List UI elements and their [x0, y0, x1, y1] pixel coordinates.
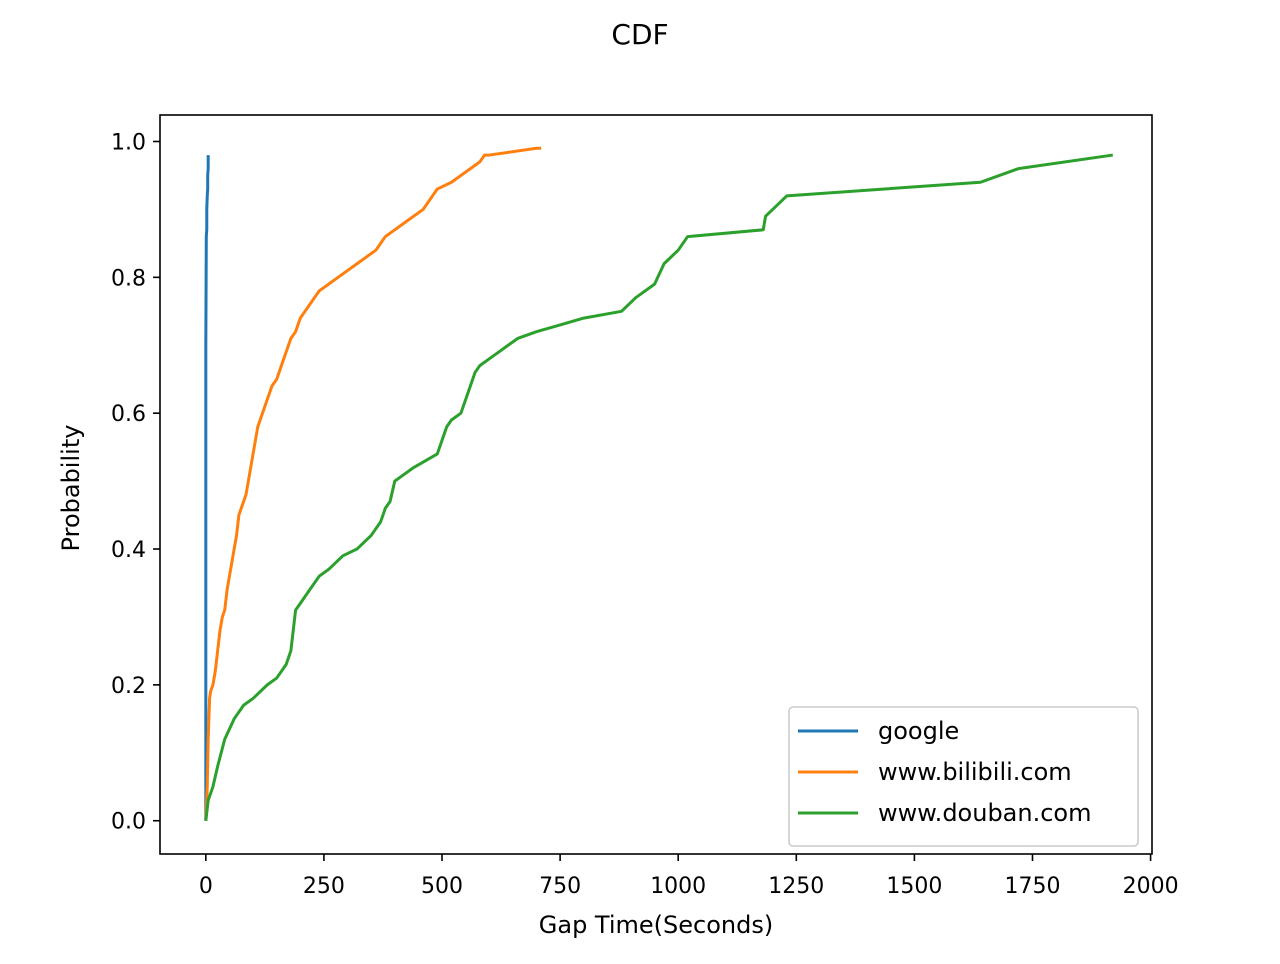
y-tick-label: 0.2 — [111, 674, 146, 699]
x-tick-label: 1500 — [886, 874, 942, 899]
y-tick-label: 1.0 — [111, 130, 146, 155]
y-tick-label: 0.4 — [111, 538, 146, 563]
x-tick-label: 1000 — [650, 874, 706, 899]
x-tick-label: 500 — [421, 874, 463, 899]
y-axis-ticks: 0.0 0.2 0.4 0.6 0.8 1.0 — [111, 130, 160, 835]
x-tick-label: 750 — [539, 874, 581, 899]
series-line-1 — [204, 146, 542, 821]
series-line-2 — [204, 153, 1114, 821]
plot-frame — [159, 114, 1153, 855]
x-tick-label: 0 — [199, 874, 213, 899]
x-tick-label: 1250 — [768, 874, 824, 899]
legend-box — [788, 706, 1139, 847]
legend-label: www.douban.com — [878, 799, 1091, 827]
y-axis-label: Probability — [57, 425, 85, 552]
legend-label: google — [878, 717, 959, 745]
x-tick-label: 2000 — [1123, 874, 1179, 899]
legend-label: www.bilibili.com — [878, 758, 1072, 786]
series-line-0 — [204, 155, 210, 821]
x-axis-label: Gap Time(Seconds) — [539, 911, 773, 939]
y-tick-label: 0.8 — [111, 266, 146, 291]
y-tick-label: 0.6 — [111, 402, 146, 427]
y-tick-label: 0.0 — [111, 810, 146, 835]
chart-title: CDF — [611, 18, 668, 51]
series-layer — [204, 146, 1114, 821]
x-axis-ticks: 0 250 500 750 1000 1250 1500 1750 2000 — [199, 854, 1179, 899]
legend: google www.bilibili.com www.douban.com — [788, 706, 1139, 847]
x-tick-label: 1750 — [1004, 874, 1060, 899]
x-tick-label: 250 — [303, 874, 345, 899]
